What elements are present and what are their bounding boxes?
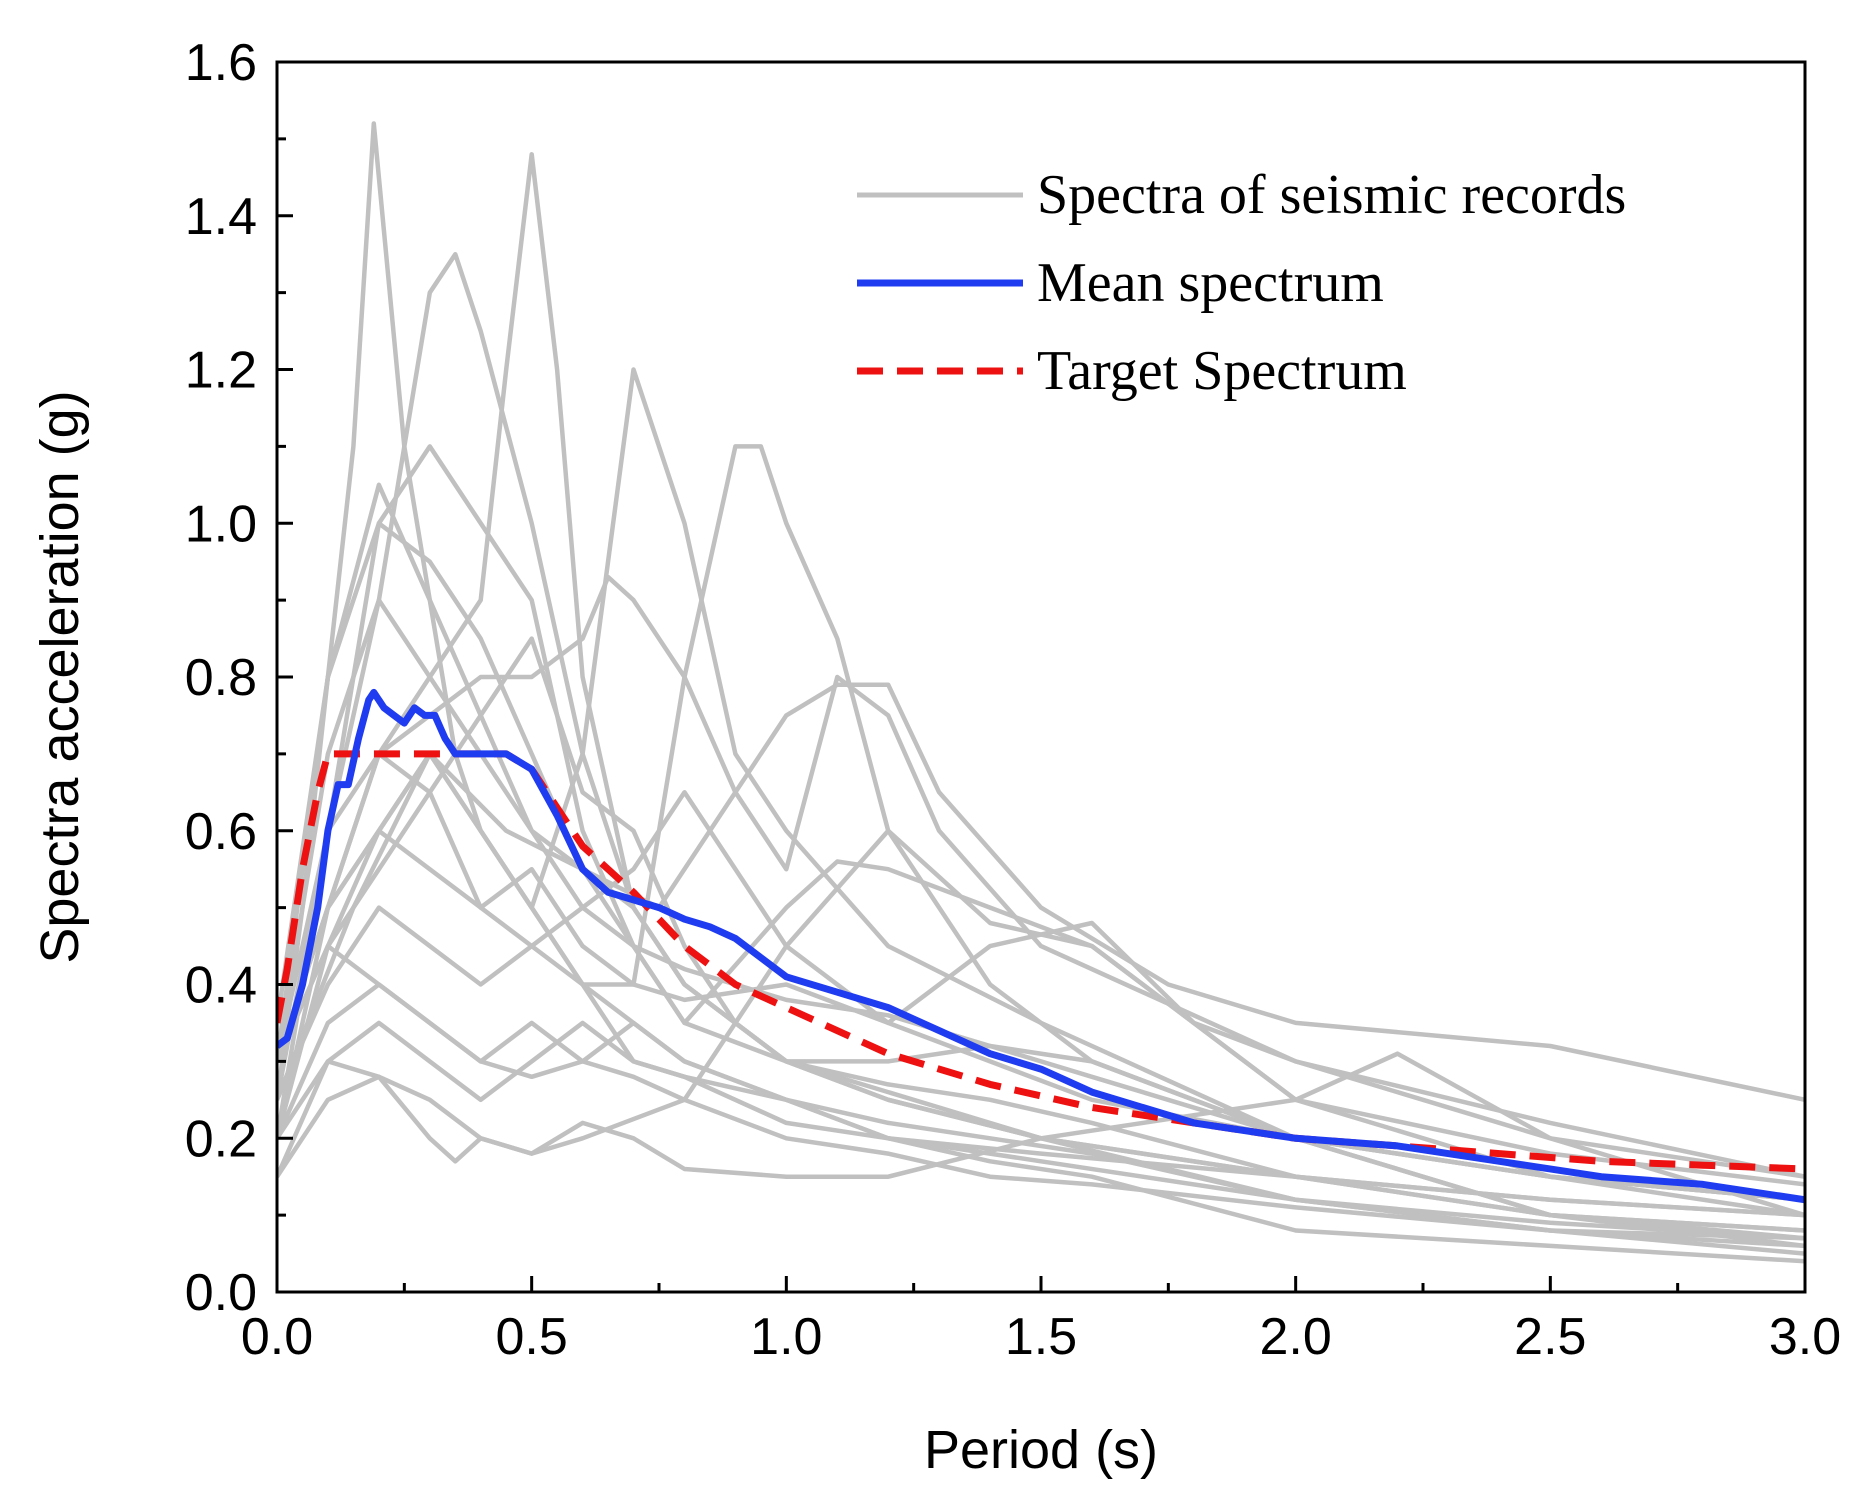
legend: Spectra of seismic records Mean spectrum… bbox=[857, 164, 1626, 402]
x-axis: 0.0 0.5 1.0 1.5 2.0 2.5 3.0 bbox=[241, 1276, 1841, 1366]
record-spectrum-line-3 bbox=[277, 152, 1805, 1218]
y-tick-label: 0.4 bbox=[185, 957, 257, 1015]
record-spectrum-line-4 bbox=[277, 367, 1805, 1203]
y-tick-label: 1.2 bbox=[185, 342, 257, 400]
x-tick-label: 1.5 bbox=[1005, 1308, 1077, 1366]
x-axis-title: Period (s) bbox=[924, 1420, 1158, 1480]
legend-label-target: Target Spectrum bbox=[1037, 340, 1407, 402]
x-tick-label: 1.0 bbox=[750, 1308, 822, 1366]
record-spectrum-line-18 bbox=[277, 751, 1805, 1187]
record-spectrum-line-17 bbox=[277, 943, 1805, 1241]
x-tick-label: 0.0 bbox=[241, 1308, 313, 1366]
record-spectrum-line-20 bbox=[277, 1020, 1805, 1218]
target-spectrum-layer bbox=[277, 750, 1805, 1173]
y-tick-label: 0.0 bbox=[185, 1264, 257, 1322]
x-tick-label: 2.5 bbox=[1514, 1308, 1586, 1366]
x-tick-label: 0.5 bbox=[496, 1308, 568, 1366]
record-spectrum-line-19 bbox=[277, 521, 1805, 1233]
target-spectrum-line bbox=[277, 750, 1805, 1173]
y-tick-label: 1.6 bbox=[185, 34, 257, 92]
record-spectrum-line-16 bbox=[277, 713, 1805, 1203]
record-spectra-layer bbox=[277, 121, 1805, 1264]
y-axis-title: Spectra acceleration (g) bbox=[30, 390, 90, 963]
mean-spectrum-layer bbox=[277, 688, 1805, 1204]
record-spectrum-line-6 bbox=[277, 574, 1805, 1179]
y-tick-label: 0.8 bbox=[185, 649, 257, 707]
y-tick-label: 1.0 bbox=[185, 495, 257, 553]
x-tick-label: 3.0 bbox=[1769, 1308, 1841, 1366]
mean-spectrum-line bbox=[277, 688, 1805, 1204]
legend-label-mean: Mean spectrum bbox=[1037, 252, 1384, 314]
legend-label-records: Spectra of seismic records bbox=[1037, 164, 1626, 226]
x-tick-label: 2.0 bbox=[1260, 1308, 1332, 1366]
record-spectrum-line-14 bbox=[277, 790, 1805, 1241]
y-tick-label: 1.4 bbox=[185, 188, 257, 246]
y-axis: 0.0 0.2 0.4 0.6 0.8 1.0 1.2 1.4 1.6 bbox=[185, 34, 293, 1322]
y-tick-label: 0.2 bbox=[185, 1110, 257, 1168]
record-spectrum-line-7 bbox=[277, 682, 1805, 1103]
record-spectrum-line-11 bbox=[277, 597, 1805, 1249]
record-spectrum-line-9 bbox=[277, 828, 1805, 1179]
y-tick-label: 0.6 bbox=[185, 803, 257, 861]
